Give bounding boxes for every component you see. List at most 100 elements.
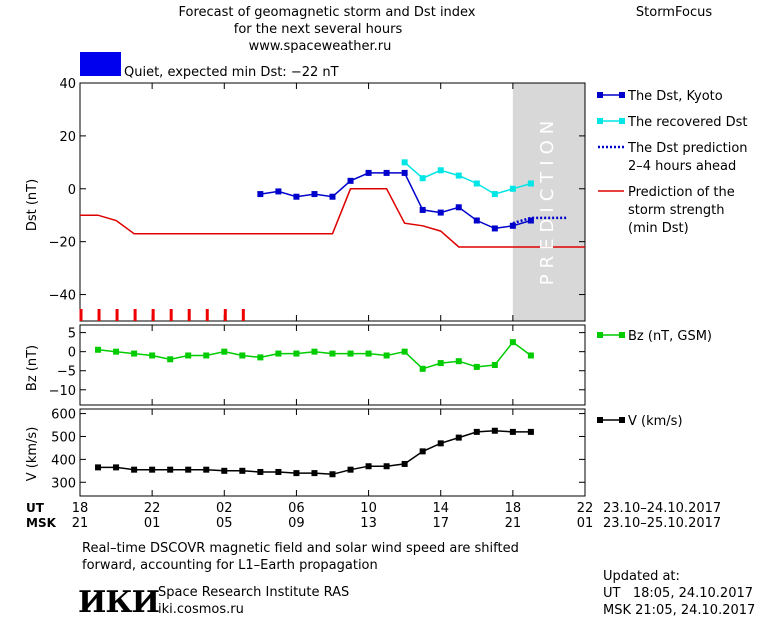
bz-frame [79, 324, 586, 406]
bz-data-point [275, 350, 282, 357]
v-data-point [509, 428, 516, 435]
v-data-point [347, 466, 354, 473]
prediction-label: PREDICTION [537, 115, 558, 285]
bz-ylabel: Bz (nT) [25, 345, 40, 391]
v-legend-label: V (km/s) [628, 414, 683, 429]
institute-name: Space Research Institute RAS [158, 585, 349, 600]
dst-kyoto-legend-label: The Dst, Kyoto [627, 89, 723, 104]
dst-data-point [527, 180, 534, 187]
updated-ut: UT 18:05, 24.10.2017 [603, 586, 753, 601]
v-data-point [437, 440, 444, 447]
bz-data-point [149, 352, 156, 359]
msk-tick-label: 13 [360, 516, 377, 531]
ut-tick-label: 18 [72, 501, 89, 516]
dst-recovered-legend-marker [619, 118, 625, 124]
dst-frame [79, 82, 586, 322]
bz-legend-label: Bz (nT, GSM) [628, 329, 712, 344]
dst-data-point [257, 191, 264, 198]
dst-data-point [473, 180, 480, 187]
v-data-point [239, 467, 246, 474]
v-data-point [311, 470, 318, 477]
v-data-point [473, 428, 480, 435]
chart-title-line3: www.spaceweather.ru [249, 39, 392, 54]
v-data-point [95, 464, 102, 471]
bz-data-point [437, 360, 444, 367]
ut-tick-label: 22 [144, 501, 161, 516]
dst-data-point [275, 188, 282, 195]
dst-ytick-label: 0 [68, 183, 76, 198]
dst-kyoto-legend-marker [597, 92, 603, 98]
v-series-line [98, 430, 531, 476]
bz-data-point [95, 346, 102, 353]
v-legend-marker [619, 417, 625, 423]
legend: The Dst, Kyoto The recovered Dst The Dst p… [597, 89, 748, 429]
bz-series-line [97, 341, 532, 370]
dst-data-point [527, 217, 534, 224]
ut-tick-label: 06 [288, 501, 305, 516]
v-data-point [149, 466, 156, 473]
bz-legend-marker [597, 332, 603, 338]
bz-data-point [347, 350, 354, 357]
dst-data-point [365, 169, 372, 176]
dst-series-line [512, 216, 567, 225]
bz-ytick-label: 5 [68, 327, 76, 342]
msk-tick-label: 01 [144, 516, 161, 531]
bz-data-point [365, 350, 372, 357]
bz-data-point [401, 348, 408, 355]
v-data-point [383, 463, 390, 470]
v-panel: 600 500 400 300 V (km/s) [25, 408, 586, 497]
dst-data-point [293, 193, 300, 200]
msk-tick-label: 21 [72, 516, 89, 531]
v-ytick-label: 300 [51, 476, 76, 491]
dst-data-point [437, 209, 444, 216]
v-ylabel: V (km/s) [25, 427, 40, 482]
institute-site: iki.cosmos.ru [158, 602, 244, 617]
v-data-point [365, 463, 372, 470]
v-data-point [401, 460, 408, 467]
dst-data-point [401, 169, 408, 176]
v-data-point [257, 468, 264, 475]
bz-panel: 5 0 −5 −10 Bz (nT) [25, 324, 586, 406]
ut-date-range: 23.10–24.10.2017 [603, 501, 721, 516]
bz-data-point [113, 348, 120, 355]
v-frame [79, 408, 586, 497]
ut-tick-label: 18 [505, 501, 522, 516]
dst-ytick-label: 20 [59, 130, 76, 145]
msk-tick-label: 21 [505, 516, 522, 531]
dst-panel: 40 20 0 −20 −40 Dst (nT) [25, 77, 586, 322]
ut-tick-label: 14 [432, 501, 449, 516]
brand-name: StormFocus [636, 5, 712, 20]
dst-data-point [437, 167, 444, 174]
bz-data-point [203, 352, 210, 359]
dst-data-point [473, 217, 480, 224]
dst-data-point [419, 206, 426, 213]
bz-ytick-label: 0 [68, 346, 76, 361]
dst-data-point [509, 222, 516, 229]
msk-date-range: 23.10–25.10.2017 [603, 516, 721, 531]
v-data-point [419, 448, 426, 455]
v-data-point [221, 467, 228, 474]
bz-data-point [167, 356, 174, 363]
bz-ytick-label: −5 [57, 365, 76, 380]
bz-data-point [473, 363, 480, 370]
dst-data-point [329, 193, 336, 200]
dst-data-point [455, 204, 462, 211]
v-data-point [455, 434, 462, 441]
footer-note-line2: forward, accounting for L1–Earth propaga… [82, 558, 378, 573]
dst-kyoto-legend-marker [619, 92, 625, 98]
bz-data-point [527, 352, 534, 359]
v-data-point [131, 466, 138, 473]
dst-ytick-label: 40 [59, 77, 76, 92]
dst-data-point [401, 159, 408, 166]
v-data-point [293, 470, 300, 477]
updated-msk: MSK 21:05, 24.10.2017 [603, 603, 755, 618]
bz-data-point [491, 362, 498, 368]
msk-tick-label: 01 [577, 516, 594, 531]
ut-tick-label: 22 [577, 501, 594, 516]
dst-data-point [311, 191, 318, 198]
dst-recovered-legend-marker [597, 118, 603, 124]
bz-ytick-label: −10 [49, 384, 76, 399]
v-data-point [167, 466, 174, 473]
